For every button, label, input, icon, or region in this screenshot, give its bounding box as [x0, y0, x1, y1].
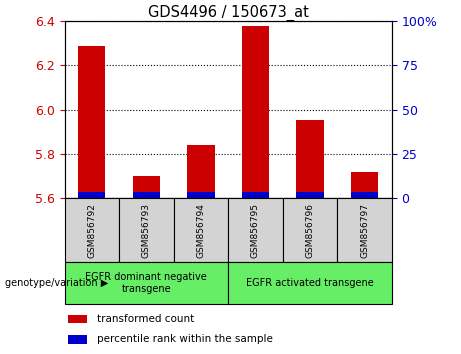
Text: GSM856792: GSM856792 — [87, 203, 96, 258]
Bar — [351, 172, 378, 198]
Text: GSM856794: GSM856794 — [196, 203, 206, 258]
Text: EGFR dominant negative
transgene: EGFR dominant negative transgene — [85, 272, 207, 294]
Bar — [187, 145, 214, 198]
Bar — [65, 198, 119, 262]
Bar — [296, 120, 324, 198]
Text: GSM856797: GSM856797 — [360, 203, 369, 258]
Text: EGFR activated transgene: EGFR activated transgene — [246, 278, 374, 288]
Bar — [119, 198, 174, 262]
Bar — [228, 198, 283, 262]
Bar — [296, 192, 324, 198]
Text: percentile rank within the sample: percentile rank within the sample — [97, 335, 273, 344]
Bar — [242, 26, 269, 198]
Text: GSM856796: GSM856796 — [306, 203, 314, 258]
Bar — [68, 315, 88, 323]
Bar — [65, 262, 228, 304]
Bar — [68, 335, 88, 343]
Text: genotype/variation ▶: genotype/variation ▶ — [5, 278, 108, 288]
Bar — [78, 192, 106, 198]
Text: transformed count: transformed count — [97, 314, 195, 324]
Bar — [351, 192, 378, 198]
Bar — [187, 192, 214, 198]
Bar — [283, 198, 337, 262]
Bar — [228, 262, 392, 304]
Title: GDS4496 / 150673_at: GDS4496 / 150673_at — [148, 5, 308, 21]
Bar — [133, 176, 160, 198]
Text: GSM856795: GSM856795 — [251, 203, 260, 258]
Bar — [174, 198, 228, 262]
Bar — [242, 192, 269, 198]
Bar — [337, 198, 392, 262]
Bar — [133, 192, 160, 198]
Bar — [78, 46, 106, 198]
Text: GSM856793: GSM856793 — [142, 203, 151, 258]
